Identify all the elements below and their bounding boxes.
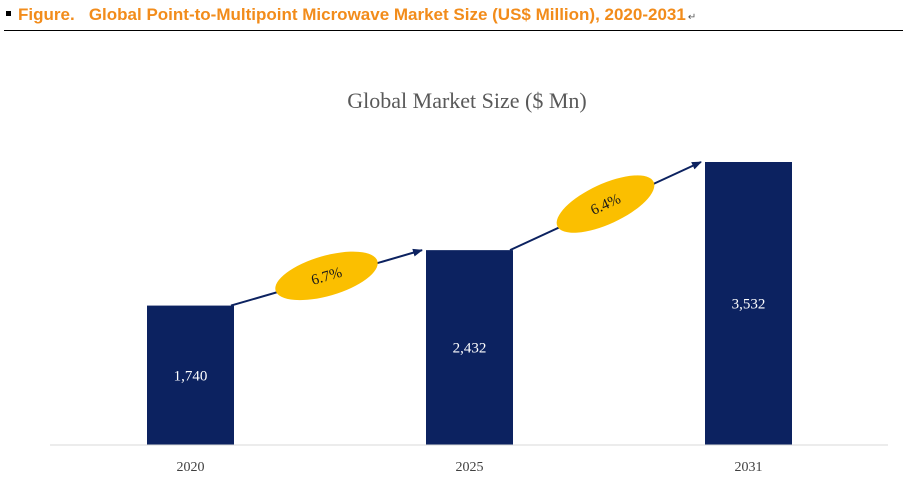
data-label-2025: 2,432: [453, 341, 487, 357]
growth-bubble-2025-2031: [556, 175, 655, 233]
figure-caption: Figure. Global Point-to-Multipoint Micro…: [18, 5, 696, 25]
paragraph-mark-icon: ↵: [687, 12, 697, 23]
figure-caption-text: Figure. Global Point-to-Multipoint Micro…: [18, 5, 686, 24]
data-label-2031: 3,532: [732, 297, 766, 313]
growth-bubble-2020-2025: [275, 251, 378, 301]
bars: [147, 162, 792, 445]
bar-2031: [705, 162, 792, 445]
bar-2025: [426, 250, 513, 445]
bar-2020: [147, 305, 234, 445]
labels: 1,740 2020 2,432 2025 3,532 2031: [174, 297, 766, 476]
x-tick-label-2031: 2031: [735, 460, 763, 475]
data-label-2020: 1,740: [174, 368, 208, 384]
chart-title: Global Market Size ($ Mn): [347, 88, 587, 113]
growth-annotations: 6.7%6.4%: [230, 161, 702, 307]
figure-header: Figure. Global Point-to-Multipoint Micro…: [4, 4, 903, 31]
x-tick-label-2025: 2025: [456, 460, 484, 475]
bullet-icon: [6, 11, 11, 16]
x-tick-label-2020: 2020: [177, 460, 205, 475]
